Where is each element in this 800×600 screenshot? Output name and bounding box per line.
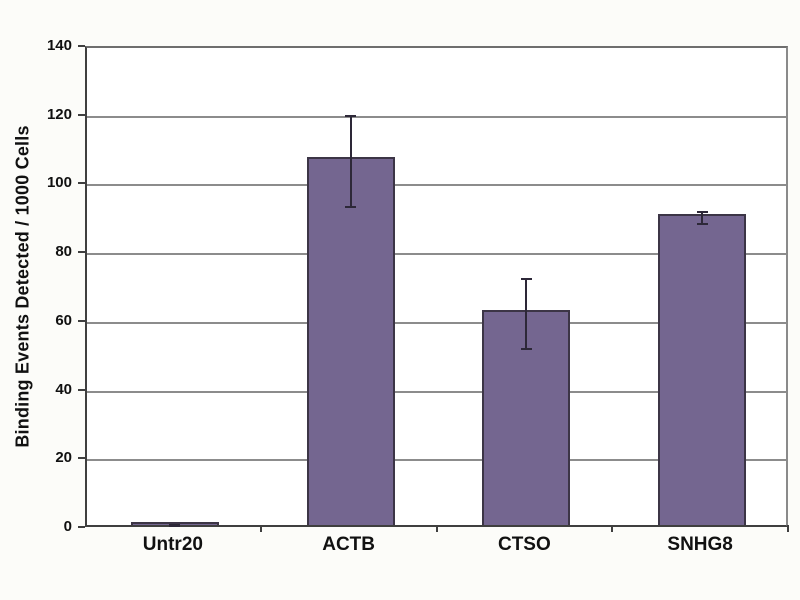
plot-area [85, 46, 788, 528]
x-tick-mark [787, 525, 789, 532]
error-cap-top-Untr20 [169, 523, 181, 526]
error-bar-SNHG8 [701, 211, 704, 225]
error-cap-top-SNHG8 [696, 211, 708, 214]
gridline-y-80 [87, 253, 786, 256]
x-tick-label-CTSO: CTSO [497, 534, 551, 555]
gridline-y-60 [87, 321, 786, 324]
gridline-y-40 [87, 390, 786, 393]
y-tick-label: 80 [55, 243, 72, 261]
y-tick-label: 120 [46, 105, 72, 123]
x-tick-label-Untr20: Untr20 [142, 534, 203, 555]
bar-SNHG8 [658, 214, 747, 525]
y-tick-mark [78, 388, 85, 391]
x-tick-mark [611, 525, 614, 532]
error-cap-top-ACTB [345, 114, 357, 117]
y-tick-mark [78, 526, 85, 528]
y-tick-mark [78, 113, 85, 116]
bar-Untr20 [130, 521, 219, 525]
x-tick-label-SNHG8: SNHG8 [667, 534, 733, 555]
x-tick-label-ACTB: ACTB [322, 534, 376, 555]
y-tick-mark [78, 251, 85, 254]
error-cap-bottom-CTSO [520, 348, 532, 351]
error-bar-ACTB [349, 114, 352, 208]
y-tick-label: 60 [55, 311, 72, 329]
bar-ACTB [306, 157, 395, 525]
y-tick-mark [78, 45, 85, 47]
gridline-y-100 [87, 184, 786, 187]
gridline-y-120 [87, 115, 786, 118]
y-tick-mark [78, 457, 85, 460]
y-tick-label: 40 [55, 380, 72, 398]
x-tick-mark [259, 525, 262, 532]
y-axis-title: Binding Events Detected / 1000 Cells [12, 125, 33, 448]
error-cap-bottom-SNHG8 [696, 222, 708, 225]
y-tick-label: 100 [46, 174, 72, 192]
error-bar-CTSO [525, 278, 528, 351]
x-tick-mark [435, 525, 438, 532]
y-tick-mark [78, 182, 85, 185]
error-cap-bottom-Untr20 [169, 525, 181, 528]
y-tick-label: 0 [63, 518, 72, 535]
y-tick-label: 20 [55, 449, 72, 467]
error-cap-bottom-ACTB [345, 205, 357, 208]
gridline-y-20 [87, 459, 786, 462]
y-tick-mark [78, 319, 85, 322]
error-cap-top-CTSO [520, 278, 532, 281]
y-tick-label: 140 [46, 37, 72, 54]
